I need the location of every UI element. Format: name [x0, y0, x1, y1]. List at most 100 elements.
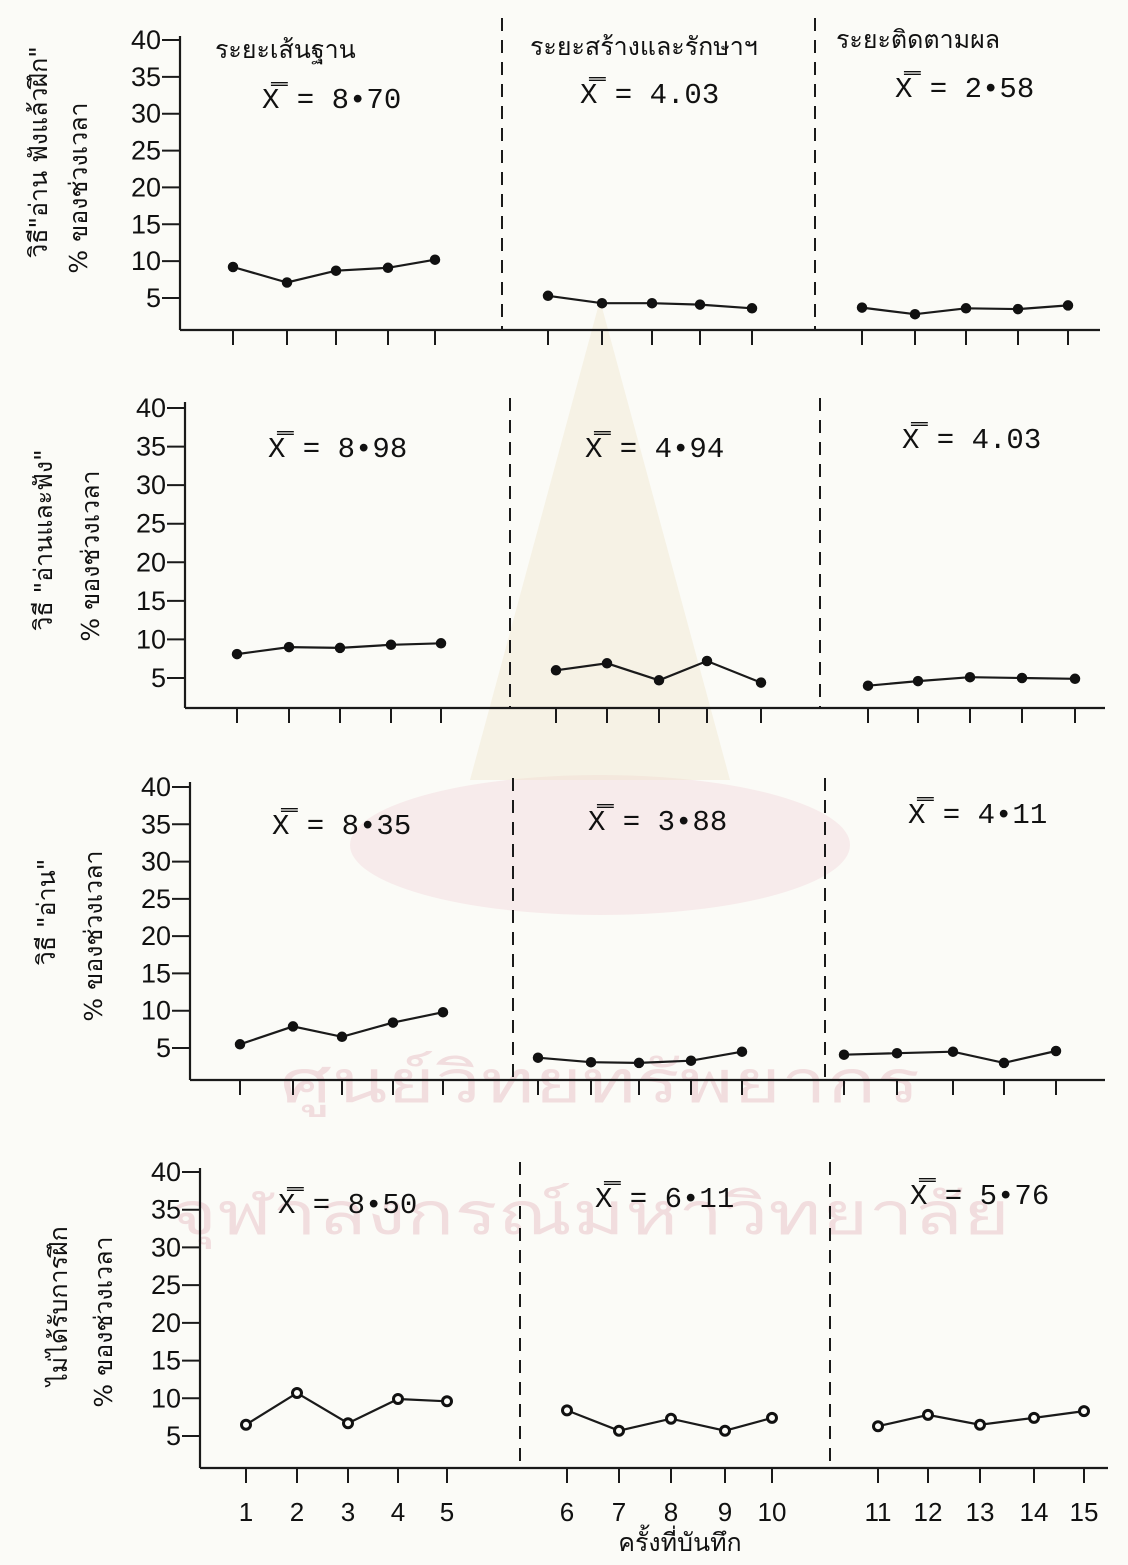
y-tick-label: 20 — [151, 1308, 181, 1338]
x-tick-label: 11 — [865, 1497, 892, 1527]
phase-mean-label: X̿ = 8•35 — [272, 806, 411, 843]
data-point-session-4 — [392, 1393, 404, 1405]
x-tick-label: 13 — [966, 1497, 995, 1527]
phase-mean-label: X̿ = 4.03 — [580, 75, 719, 112]
data-point-session-13 — [964, 671, 976, 683]
y-tick-label: 5 — [151, 663, 166, 693]
data-point-session-6 — [542, 290, 554, 302]
data-point-session-1 — [231, 648, 243, 660]
data-point-session-5 — [441, 1395, 453, 1408]
x-tick-label: 14 — [1020, 1497, 1049, 1527]
data-point-session-11 — [862, 680, 874, 691]
phase-mean-label: X̿ = 2•58 — [895, 69, 1034, 106]
y-axis-title-condition: วิธี"อ่าน ฟังแล้วฝึก" — [24, 46, 53, 258]
data-point-session-3 — [342, 1417, 354, 1430]
data-point-session-1 — [234, 1039, 246, 1050]
y-tick-label: 15 — [151, 1346, 181, 1376]
y-axis-title-unit: % ของช่วงเวลา — [76, 470, 105, 641]
y-tick-label: 10 — [141, 996, 171, 1026]
data-point-session-2 — [291, 1387, 303, 1399]
data-point-session-8 — [646, 297, 658, 309]
y-axis-title-unit: % ของช่วงเวลา — [64, 102, 93, 273]
y-axis-title-condition: วิธี "อ่าน" — [32, 859, 61, 965]
phase-mean-label: X̿ = 8•70 — [262, 80, 401, 117]
y-tick-label: 25 — [136, 509, 166, 539]
data-point-session-9 — [685, 1055, 697, 1066]
data-point-session-14 — [1012, 303, 1024, 315]
x-axis-title: ครั้งที่บันทึก — [618, 1524, 741, 1557]
data-point-session-6 — [561, 1404, 573, 1417]
y-tick-label: 35 — [136, 432, 166, 462]
data-point-session-12 — [922, 1408, 934, 1421]
data-point-session-2 — [283, 641, 295, 653]
y-tick-label: 15 — [136, 586, 166, 616]
x-tick-label: 3 — [341, 1497, 355, 1527]
y-tick-label: 35 — [131, 62, 161, 92]
phase-label: ระยะสร้างและรักษาฯ — [530, 32, 758, 61]
data-point-session-14 — [1028, 1411, 1040, 1424]
y-tick-label: 20 — [131, 172, 161, 202]
data-point-session-13 — [960, 303, 972, 314]
y-tick-label: 30 — [151, 1232, 181, 1262]
y-tick-label: 25 — [131, 136, 161, 166]
data-point-session-6 — [550, 665, 562, 676]
data-point-session-9 — [701, 655, 713, 667]
data-point-session-7 — [585, 1056, 597, 1068]
panel-1: 40 35 30 25 20 15 10 5 วิธี"อ่าน ฟังแล้วฝึก" % ขอ… — [24, 18, 1100, 345]
data-point-session-14 — [998, 1057, 1010, 1069]
x-tick-label: 9 — [718, 1497, 732, 1527]
y-axis-title-condition: วิธี "อ่านและฟัง" — [29, 449, 58, 630]
x-tick-label: 6 — [560, 1497, 574, 1527]
y-tick-label: 30 — [136, 470, 166, 500]
y-axis-title-unit: % ของช่วงเวลา — [79, 850, 108, 1021]
data-point-session-14 — [1016, 672, 1028, 684]
x-tick-label: 7 — [612, 1497, 626, 1527]
y-tick-label: 35 — [151, 1195, 181, 1225]
x-tick-label: 12 — [914, 1497, 943, 1527]
y-tick-label: 30 — [131, 99, 161, 129]
data-point-session-11 — [872, 1420, 884, 1433]
y-tick-label: 40 — [141, 772, 171, 802]
phase-mean-label: X̿ = 3•88 — [588, 802, 727, 839]
watermark: ศูนย์วิทยทรัพยากร จุฬาลงกรณ์มหาวิทยาลัย — [170, 300, 1010, 1250]
y-tick-label: 10 — [131, 246, 161, 276]
watermark-emblem-base — [350, 775, 850, 915]
data-point-session-4 — [387, 1017, 399, 1028]
y-tick-label: 25 — [141, 884, 171, 914]
data-point-session-11 — [838, 1049, 850, 1060]
y-tick-label: 5 — [156, 1033, 171, 1063]
data-point-session-7 — [601, 658, 613, 669]
y-tick-label: 30 — [141, 847, 171, 877]
data-point-session-1 — [240, 1418, 252, 1431]
y-tick-label: 5 — [166, 1421, 181, 1451]
data-point-session-3 — [330, 265, 342, 276]
data-point-session-2 — [281, 277, 293, 288]
data-point-session-10 — [736, 1046, 748, 1057]
data-point-session-8 — [633, 1057, 645, 1069]
phase-label: ระยะเส้นฐาน — [215, 35, 356, 64]
data-point-session-7 — [596, 297, 608, 309]
panel-3: 40 35 30 25 20 15 10 5 วิธี "อ่าน" % ของช่วงเวลา X… — [32, 772, 1105, 1095]
y-axis-title-unit: % ของช่วงเวลา — [89, 1236, 118, 1407]
y-tick-label: 5 — [146, 283, 161, 313]
y-tick-label: 40 — [151, 1157, 181, 1187]
phase-mean-label: X̿ = 4•11 — [908, 795, 1047, 832]
y-tick-label: 20 — [141, 921, 171, 951]
x-tick-label: 10 — [758, 1497, 787, 1527]
data-point-session-4 — [382, 262, 394, 274]
data-point-session-1 — [227, 261, 239, 273]
data-point-session-9 — [694, 299, 706, 310]
y-tick-label: 20 — [136, 547, 166, 577]
data-point-session-12 — [891, 1047, 903, 1059]
watermark-line-1: ศูนย์วิทยทรัพยากร — [280, 1048, 920, 1117]
phase-mean-label: X̿ = 8•98 — [268, 429, 407, 466]
data-point-session-5 — [437, 1006, 449, 1018]
data-point-session-12 — [909, 308, 921, 320]
phase-mean-label: X̿ = 4.03 — [902, 420, 1041, 457]
phase-mean-label: X̿ = 5•76 — [910, 1176, 1049, 1213]
data-point-session-15 — [1078, 1405, 1090, 1418]
x-tick-label: 4 — [391, 1497, 405, 1527]
data-point-session-5 — [429, 254, 441, 265]
data-point-session-8 — [665, 1412, 677, 1425]
